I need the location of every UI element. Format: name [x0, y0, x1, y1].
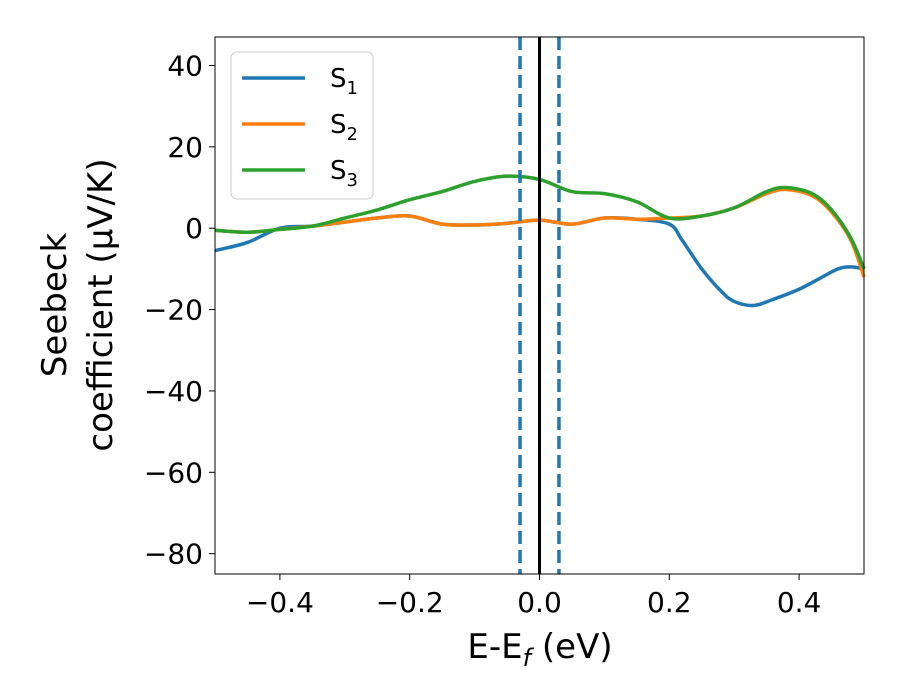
y-axis-ticks: 40 20 0 −20 −40 −60 −80 — [144, 49, 215, 571]
series-line-3 — [214, 174, 866, 270]
x-axis-ticks: −0.4 −0.2 0.0 0.2 0.4 — [246, 574, 821, 619]
y-tick-label: −40 — [144, 375, 203, 408]
x-tick-label: −0.2 — [376, 586, 444, 619]
x-axis-label: E-Ef (eV) — [467, 627, 612, 672]
x-axis-label-unit: (eV) — [531, 627, 613, 667]
vertical-lines — [518, 37, 561, 574]
x-axis-label-main: E-E — [467, 627, 522, 667]
y-tick-label: −20 — [144, 294, 203, 327]
y-tick-label: 20 — [167, 131, 203, 164]
y-tick-label: 40 — [167, 49, 203, 82]
legend-items: S1 S2 S3 — [242, 64, 358, 191]
y-axis-label-line1: Seebeck — [35, 233, 75, 378]
y-axis-label-line2: coefficient (μV/K) — [81, 158, 121, 451]
y-tick-label: 0 — [185, 212, 203, 245]
series-line-2 — [214, 187, 866, 278]
x-tick-label: 0.4 — [777, 586, 822, 619]
legend-label-3: S3 — [330, 156, 358, 191]
legend-label-2: S2 — [330, 110, 358, 145]
y-tick-label: −60 — [144, 456, 203, 489]
y-axis-label: Seebeck coefficient (μV/K) — [35, 158, 121, 451]
x-tick-label: 0.0 — [517, 586, 562, 619]
x-tick-label: 0.2 — [647, 586, 692, 619]
legend: S1 S2 S3 — [230, 51, 374, 200]
legend-label-1: S1 — [330, 64, 358, 99]
x-tick-label: −0.4 — [246, 586, 314, 619]
y-tick-label: −80 — [144, 538, 203, 571]
series-layer — [214, 174, 866, 308]
